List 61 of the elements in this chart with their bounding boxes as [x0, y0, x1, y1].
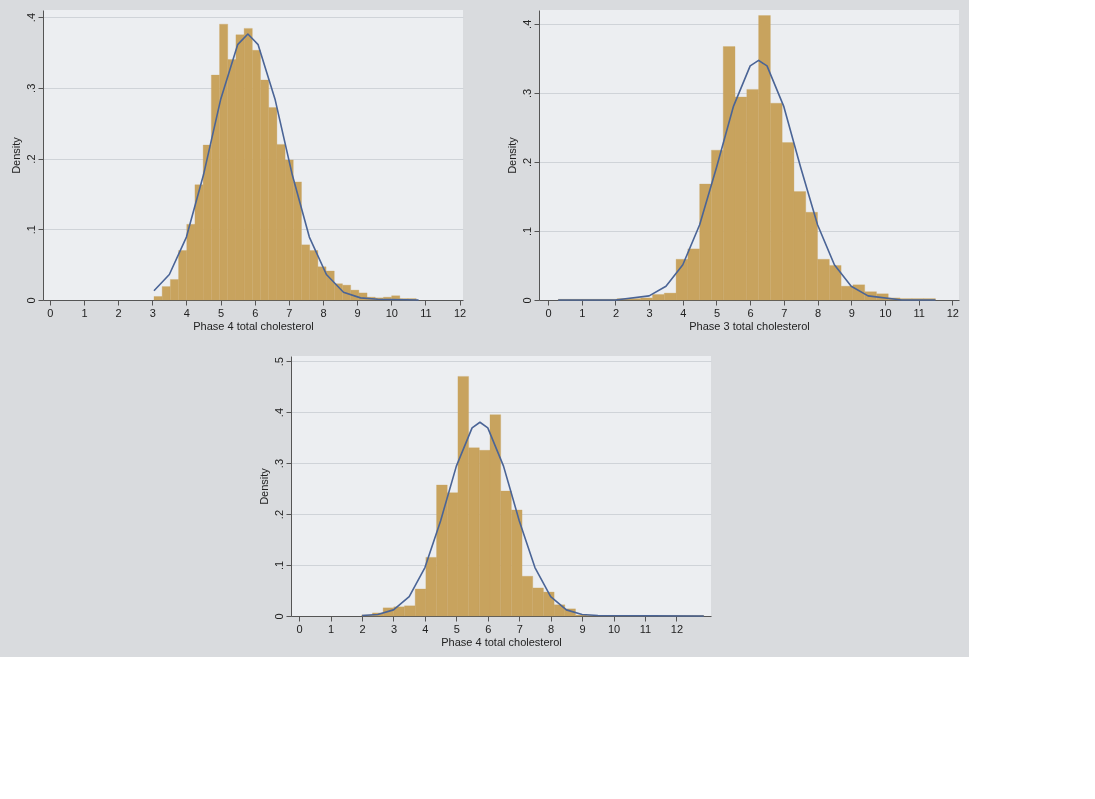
x-tick-label: 6	[485, 622, 492, 635]
x-tick-label: 8	[548, 622, 555, 635]
x-tick-label: 4	[183, 306, 190, 319]
x-tick-label: 1	[328, 622, 335, 635]
x-tick-label: 1	[81, 306, 88, 319]
y-tick-label: .3	[520, 88, 533, 98]
x-tick-label: 11	[420, 306, 432, 319]
x-tick-label: 0	[545, 306, 552, 319]
x-tick-label: 6	[747, 306, 754, 319]
y-tick-label: .1	[272, 560, 285, 571]
x-tick-label: 4	[422, 622, 429, 635]
x-tick-label: 9	[579, 622, 586, 635]
x-tick-label: 0	[296, 622, 303, 635]
y-tick-label: .4	[24, 12, 37, 23]
x-tick-label: 7	[286, 306, 293, 319]
y-axis-title: Density	[9, 136, 22, 174]
x-tick-label: 2	[115, 306, 122, 319]
x-tick-label: 2	[359, 622, 366, 635]
y-tick-label: .2	[272, 509, 285, 520]
y-tick-label: .3	[24, 83, 37, 93]
x-tick-label: 12	[670, 622, 684, 635]
y-tick-label: .1	[520, 226, 533, 237]
y-tick-label: .1	[24, 225, 37, 235]
x-tick-label: 10	[385, 306, 398, 319]
y-tick-label: .4	[520, 19, 533, 29]
x-tick-label: 9	[848, 306, 855, 319]
y-axis-title: Density	[257, 467, 270, 505]
x-tick-label: 10	[607, 622, 621, 635]
x-tick-label: 0	[47, 306, 54, 319]
y-tick-label: .2	[520, 157, 533, 167]
x-tick-label: 8	[814, 306, 822, 319]
x-tick-label: 6	[252, 306, 259, 319]
x-tick-label: 12	[946, 306, 959, 319]
y-tick-label: .4	[272, 407, 285, 418]
y-tick-label: .2	[24, 154, 37, 164]
x-tick-label: 8	[320, 306, 327, 319]
x-tick-label: 3	[646, 306, 653, 319]
y-tick-label: 0	[520, 297, 533, 304]
x-tick-label: 4	[680, 306, 687, 319]
y-tick-label: .3	[272, 458, 285, 469]
y-tick-label: 0	[272, 613, 285, 620]
x-tick-label: 11	[639, 622, 652, 635]
x-tick-label: 10	[879, 306, 892, 319]
y-axis-title: Density	[505, 136, 518, 174]
y-tick-label: 0	[24, 297, 37, 304]
x-tick-label: 2	[612, 306, 620, 319]
x-tick-label: 9	[354, 306, 361, 319]
x-axis-title: Phase 3 total cholesterol	[689, 319, 810, 332]
x-tick-label: 5	[713, 306, 721, 319]
x-tick-label: 3	[390, 622, 398, 635]
x-tick-label: 7	[516, 622, 523, 635]
x-tick-label: 3	[149, 306, 156, 319]
x-axis-title: Phase 4 total cholesterol	[193, 319, 314, 332]
x-tick-label: 7	[781, 306, 788, 319]
x-tick-label: 12	[453, 306, 467, 319]
x-axis-title: Phase 4 total cholesterol	[441, 635, 562, 648]
x-tick-label: 11	[913, 306, 925, 319]
x-tick-label: 5	[218, 306, 225, 319]
x-tick-label: 5	[453, 622, 460, 635]
y-tick-label: .5	[272, 357, 285, 367]
x-tick-label: 1	[579, 306, 586, 319]
